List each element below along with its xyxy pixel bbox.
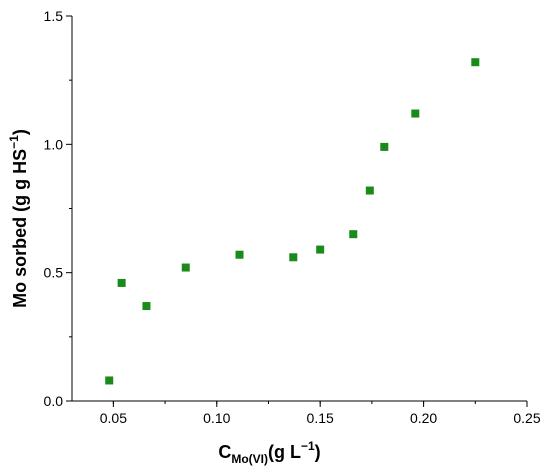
x-title-sub: Mo(VI) [231, 452, 268, 466]
data-point [365, 186, 374, 195]
y-axis-title: Mo sorbed (g g HS−1) [7, 129, 30, 308]
x-tick-label: 0.20 [410, 410, 437, 426]
y-tick-label: 1.5 [44, 8, 64, 24]
y-tick-label: 1.0 [44, 136, 64, 152]
x-title-close: ) [315, 442, 321, 462]
y-title-sup: −1 [7, 135, 21, 149]
data-point [181, 263, 190, 272]
x-title-main: C [218, 442, 231, 462]
data-point [235, 250, 244, 259]
y-title-main: Mo sorbed (g g HS [10, 149, 30, 308]
data-point [380, 142, 389, 151]
x-tick-label: 0.15 [307, 410, 334, 426]
data-point [471, 58, 480, 67]
x-axis-title: CMo(VI)(g L−1) [218, 439, 320, 466]
data-point [316, 245, 325, 254]
data-point [349, 230, 358, 239]
axes [71, 16, 527, 402]
y-tick-label: 0.5 [44, 265, 64, 281]
y-title-close: ) [10, 129, 30, 135]
x-title-rest: (g L [268, 442, 301, 462]
data-point [142, 302, 151, 311]
x-ticks: 0.05 0.10 0.15 0.20 0.25 [100, 401, 541, 426]
x-title-sup: −1 [301, 439, 315, 453]
data-point [117, 278, 126, 287]
data-point [411, 109, 420, 118]
x-tick-label: 0.10 [203, 410, 230, 426]
y-ticks: 0.0 0.5 1.0 1.5 [44, 8, 72, 409]
data-point [105, 376, 114, 385]
y-tick-label: 0.0 [44, 393, 64, 409]
data-points [105, 58, 480, 385]
x-tick-label: 0.05 [100, 410, 127, 426]
x-tick-label: 0.25 [513, 410, 540, 426]
data-point [289, 253, 298, 262]
